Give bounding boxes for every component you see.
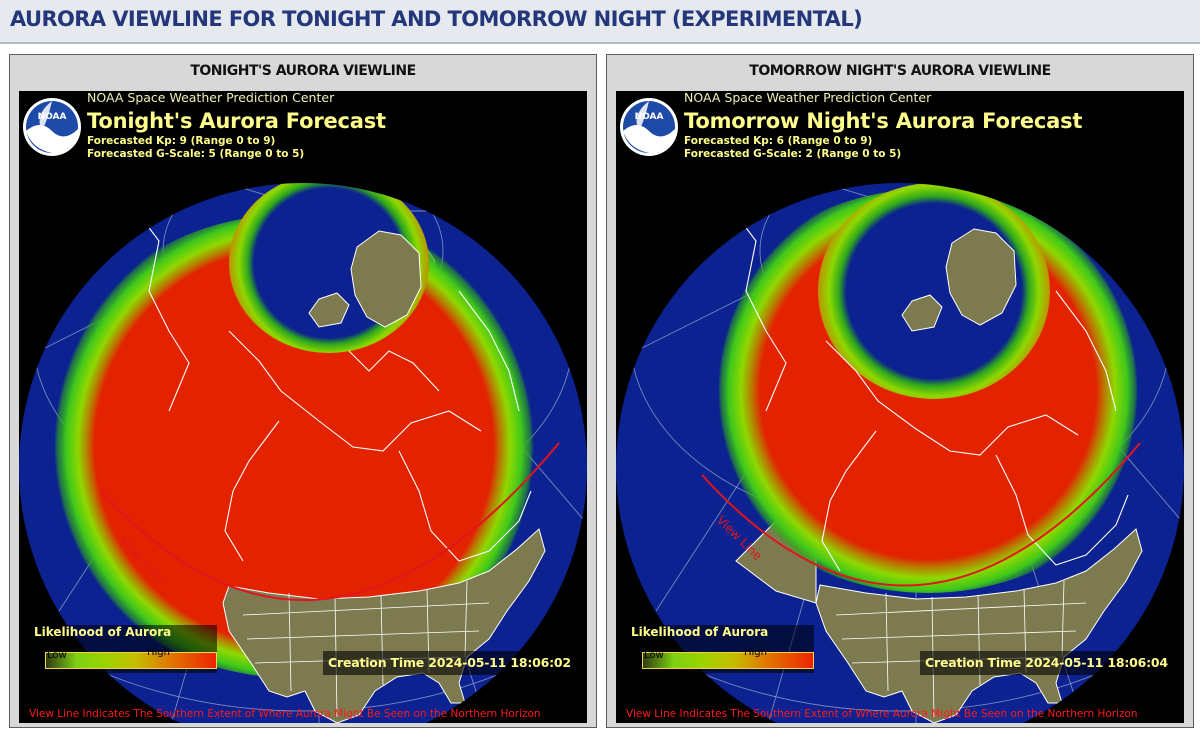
svg-text:NOAA: NOAA (635, 112, 664, 122)
greenland (350, 230, 422, 328)
globe-map-svg: View Line (19, 183, 587, 723)
forecast-g-scale: Forecasted G-Scale: 2 (Range 0 to 5) (684, 148, 902, 160)
legend-color-bar (45, 652, 217, 669)
panel-title: TOMORROW NIGHT'S AURORA VIEWLINE (749, 63, 1051, 79)
coastlines (725, 200, 1129, 572)
view-line (100, 442, 560, 601)
aurora-inner-ring (818, 183, 1050, 399)
view-line (701, 442, 1141, 587)
page-title: AURORA VIEWLINE FOR TONIGHT AND TOMORROW… (10, 7, 863, 31)
coastlines (128, 200, 532, 562)
svg-text:NOAA: NOAA (38, 112, 67, 122)
forecast-title: Tomorrow Night's Aurora Forecast (684, 109, 1083, 133)
legend-high-label: High (744, 647, 767, 658)
arctic-island (901, 294, 943, 332)
creation-time: Creation Time 2024-05-11 18:06:02 (328, 655, 571, 670)
noaa-logo: NOAA (620, 98, 678, 156)
greenland (945, 228, 1017, 326)
legend-low-label: Low (47, 650, 67, 661)
page-header: AURORA VIEWLINE FOR TONIGHT AND TOMORROW… (0, 0, 1200, 44)
creation-time-background (323, 651, 571, 675)
tonight-panel: TONIGHT'S AURORA VIEWLINE (9, 54, 597, 728)
legend-title: Likelihood of Aurora (631, 625, 769, 639)
view-line-footnote: View Line Indicates The Southern Extent … (626, 708, 1138, 720)
legend-color-bar (642, 652, 814, 669)
creation-time-background (920, 651, 1168, 675)
aurora-map: View Line NOAA NOAA Space Weather Predic… (616, 91, 1184, 723)
view-line-footnote: View Line Indicates The Southern Extent … (29, 708, 541, 720)
aurora-map: View Line NOAA NOAA Space Weather Predic… (19, 91, 587, 723)
legend-title: Likelihood of Aurora (34, 625, 172, 639)
center-name: NOAA Space Weather Prediction Center (87, 91, 335, 105)
legend-low-label: Low (644, 650, 664, 661)
center-name: NOAA Space Weather Prediction Center (684, 91, 932, 105)
forecast-kp: Forecasted Kp: 9 (Range 0 to 9) (87, 135, 276, 147)
aurora-oval (36, 214, 552, 678)
noaa-logo: NOAA (23, 98, 81, 156)
tomorrow-night-panel: TOMORROW NIGHT'S AURORA VIEWLINE (606, 54, 1194, 728)
arctic-island (308, 292, 350, 328)
forecast-title: Tonight's Aurora Forecast (87, 109, 386, 133)
forecast-kp: Forecasted Kp: 6 (Range 0 to 9) (684, 135, 873, 147)
forecast-g-scale: Forecasted G-Scale: 5 (Range 0 to 5) (87, 148, 305, 160)
panel-title: TONIGHT'S AURORA VIEWLINE (190, 63, 416, 79)
globe-map-svg: View Line (616, 183, 1184, 723)
creation-time: Creation Time 2024-05-11 18:06:04 (925, 655, 1168, 670)
legend-high-label: High (147, 647, 170, 658)
